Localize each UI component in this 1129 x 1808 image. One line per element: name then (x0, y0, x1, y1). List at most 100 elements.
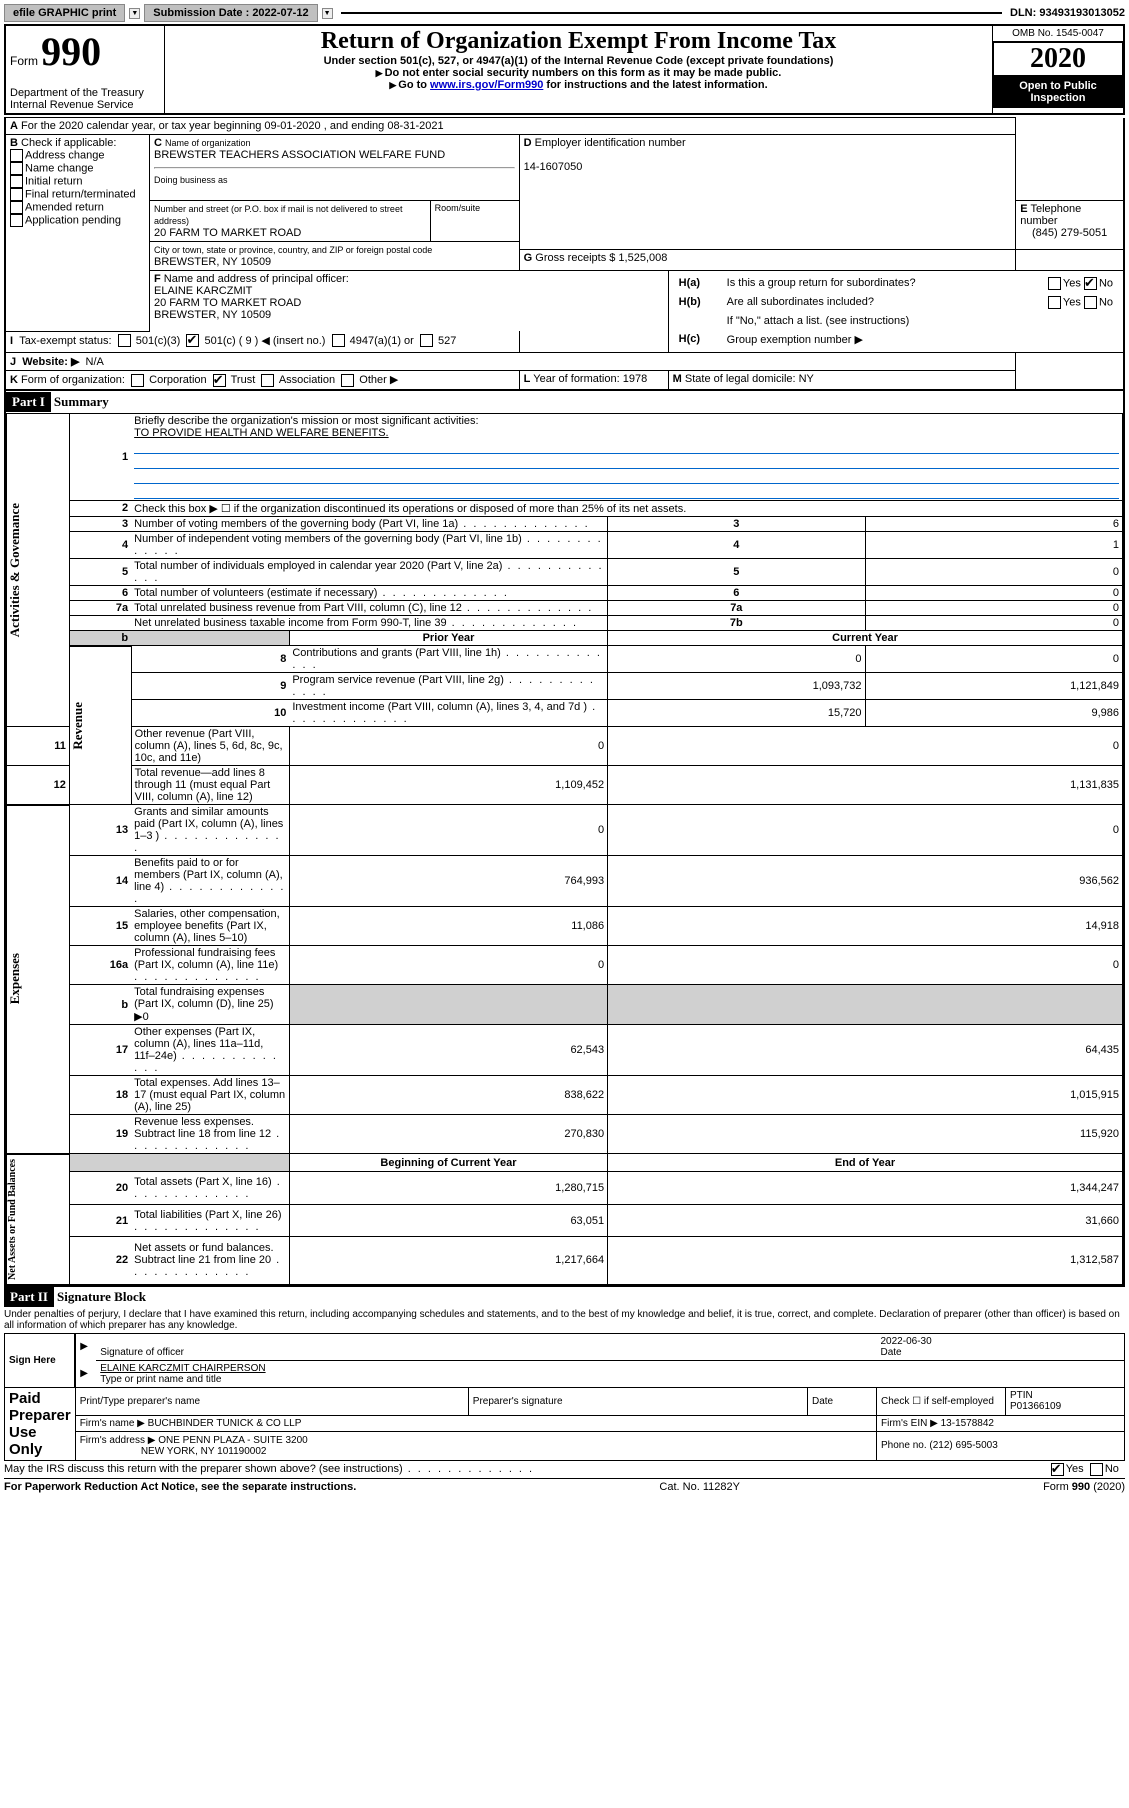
form-prefix: Form (10, 54, 38, 68)
firm-phone-label: Phone no. (881, 1440, 927, 1451)
discuss-no-checkbox[interactable] (1090, 1463, 1103, 1476)
name-change-checkbox[interactable] (10, 162, 23, 175)
firm-addr-label: Firm's address ▶ (80, 1435, 156, 1446)
dropdown-icon[interactable]: ▼ (322, 8, 333, 19)
line12: Total revenue—add lines 8 through 11 (mu… (131, 766, 289, 805)
line4: Number of independent voting members of … (131, 531, 607, 558)
goto-prefix: Go to (389, 79, 430, 91)
te-527-checkbox[interactable] (420, 334, 433, 347)
dropdown-icon[interactable]: ▼ (129, 8, 140, 19)
val7b: 0 (865, 615, 1122, 630)
ein: 14-1607050 (524, 161, 583, 173)
officer-label: Name and address of principal officer: (164, 273, 349, 285)
line18: Total expenses. Add lines 13–17 (must eq… (131, 1076, 289, 1115)
paperwork-notice: For Paperwork Reduction Act Notice, see … (4, 1481, 356, 1493)
prep-date-label: Date (808, 1387, 877, 1415)
firm-addr2: NEW YORK, NY 101190002 (141, 1446, 267, 1457)
efile-button[interactable]: efile GRAPHIC print (4, 4, 125, 22)
addr-label: Number and street (or P.O. box if mail i… (154, 204, 402, 226)
k-other-checkbox[interactable] (341, 374, 354, 387)
ptin: P01366109 (1010, 1401, 1061, 1412)
line9: Program service revenue (Part VIII, line… (289, 673, 607, 700)
ha-yes-checkbox[interactable] (1048, 277, 1061, 290)
current-year-header: Current Year (608, 630, 1123, 646)
part2: Part II Signature Block (4, 1287, 1125, 1307)
te-501c3-checkbox[interactable] (118, 334, 131, 347)
line5: Total number of individuals employed in … (131, 558, 607, 585)
line16a: Professional fundraising fees (Part IX, … (131, 946, 289, 985)
line7b: Net unrelated business taxable income fr… (131, 615, 607, 630)
discuss-label: May the IRS discuss this return with the… (4, 1463, 534, 1476)
vert-revenue: Revenue (70, 698, 86, 754)
firm-name-label: Firm's name ▶ (80, 1418, 145, 1429)
address-change-checkbox[interactable] (10, 149, 23, 162)
dba-label: Doing business as (154, 175, 228, 185)
website: N/A (86, 356, 104, 368)
te-501c-checkbox[interactable] (186, 334, 199, 347)
phone-label: Telephone number (1020, 203, 1081, 227)
mission-text: TO PROVIDE HEALTH AND WELFARE BENEFITS. (134, 427, 388, 439)
firm-name: BUCHBINDER TUNICK & CO LLP (148, 1418, 302, 1429)
year-formation: Year of formation: 1978 (533, 373, 647, 385)
form-org-label: Form of organization: (21, 374, 125, 386)
val4: 1 (865, 531, 1122, 558)
sign-here-label: Sign Here (5, 1333, 76, 1387)
city-state-zip: BREWSTER, NY 10509 (154, 256, 271, 268)
line19: Revenue less expenses. Subtract line 18 … (131, 1115, 289, 1154)
form-footer: Form 990 (2020) (1043, 1481, 1125, 1493)
k-corp-checkbox[interactable] (131, 374, 144, 387)
prep-sig-label: Preparer's signature (468, 1387, 807, 1415)
k-assoc-checkbox[interactable] (261, 374, 274, 387)
room-suite-label: Room/suite (430, 201, 519, 242)
city-label: City or town, state or province, country… (154, 245, 432, 255)
street-address: 20 FARM TO MARKET ROAD (154, 227, 301, 239)
form-number: 990 (41, 29, 101, 74)
application-pending-checkbox[interactable] (10, 214, 23, 227)
cat-no: Cat. No. 11282Y (659, 1481, 740, 1493)
perjury-text: Under penalties of perjury, I declare th… (4, 1307, 1125, 1333)
line8: Contributions and grants (Part VIII, lin… (289, 646, 607, 673)
paid-preparer-label: Paid Preparer Use Only (5, 1387, 76, 1460)
line13: Grants and similar amounts paid (Part IX… (131, 805, 289, 856)
form-subtitle: Under section 501(c), 527, or 4947(a)(1)… (169, 55, 988, 67)
part1-header: Part I (6, 392, 51, 412)
part2-header: Part II (4, 1287, 54, 1307)
signature-block: Sign Here ▶ Signature of officer 2022-06… (4, 1333, 1125, 1461)
irs-link[interactable]: www.irs.gov/Form990 (430, 79, 543, 91)
line22: Net assets or fund balances. Subtract li… (131, 1237, 289, 1284)
topbar: efile GRAPHIC print ▼ Submission Date : … (4, 4, 1125, 22)
line7a: Total unrelated business revenue from Pa… (131, 600, 607, 615)
prep-name-label: Print/Type preparer's name (75, 1387, 468, 1415)
initial-return-checkbox[interactable] (10, 175, 23, 188)
form-title: Return of Organization Exempt From Incom… (169, 28, 988, 55)
line20: Total assets (Part X, line 16) (131, 1172, 289, 1205)
goto-suffix: for instructions and the latest informat… (546, 79, 767, 91)
ssn-note: Do not enter social security numbers on … (169, 67, 988, 79)
ha-no-checkbox[interactable] (1084, 277, 1097, 290)
check-self: Check ☐ if self-employed (877, 1387, 1006, 1415)
vert-governance: Activities & Govemance (7, 499, 23, 641)
line17: Other expenses (Part IX, column (A), lin… (131, 1025, 289, 1076)
org-name-label: Name of organization (165, 138, 251, 148)
amended-return-checkbox[interactable] (10, 201, 23, 214)
line16b: Total fundraising expenses (Part IX, col… (131, 985, 289, 1025)
beg-year-header: Beginning of Current Year (289, 1154, 607, 1172)
form-header: Form 990 Department of the Treasury Inte… (4, 24, 1125, 115)
org-name: BREWSTER TEACHERS ASSOCIATION WELFARE FU… (154, 149, 445, 161)
officer-name: ELAINE KARCZMIT (154, 285, 252, 297)
ha-label: Is this a group return for subordinates? (723, 275, 1017, 292)
te-4947-checkbox[interactable] (332, 334, 345, 347)
sig-officer-label: Signature of officer (100, 1347, 184, 1358)
vert-expenses: Expenses (7, 949, 23, 1008)
tax-year: 2020 (993, 42, 1123, 76)
dln: DLN: 93493193013052 (1010, 7, 1125, 19)
hb-yes-checkbox[interactable] (1048, 296, 1061, 309)
k-trust-checkbox[interactable] (213, 374, 226, 387)
discuss-yes-checkbox[interactable] (1051, 1463, 1064, 1476)
hb-no-checkbox[interactable] (1084, 296, 1097, 309)
final-return-checkbox[interactable] (10, 188, 23, 201)
hc-label: Group exemption number ▶ (723, 331, 1117, 348)
firm-ein-label: Firm's EIN ▶ (881, 1418, 938, 1429)
submission-date: Submission Date : 2022-07-12 (144, 4, 317, 22)
line2: Check this box ▶ ☐ if the organization d… (131, 500, 1122, 516)
